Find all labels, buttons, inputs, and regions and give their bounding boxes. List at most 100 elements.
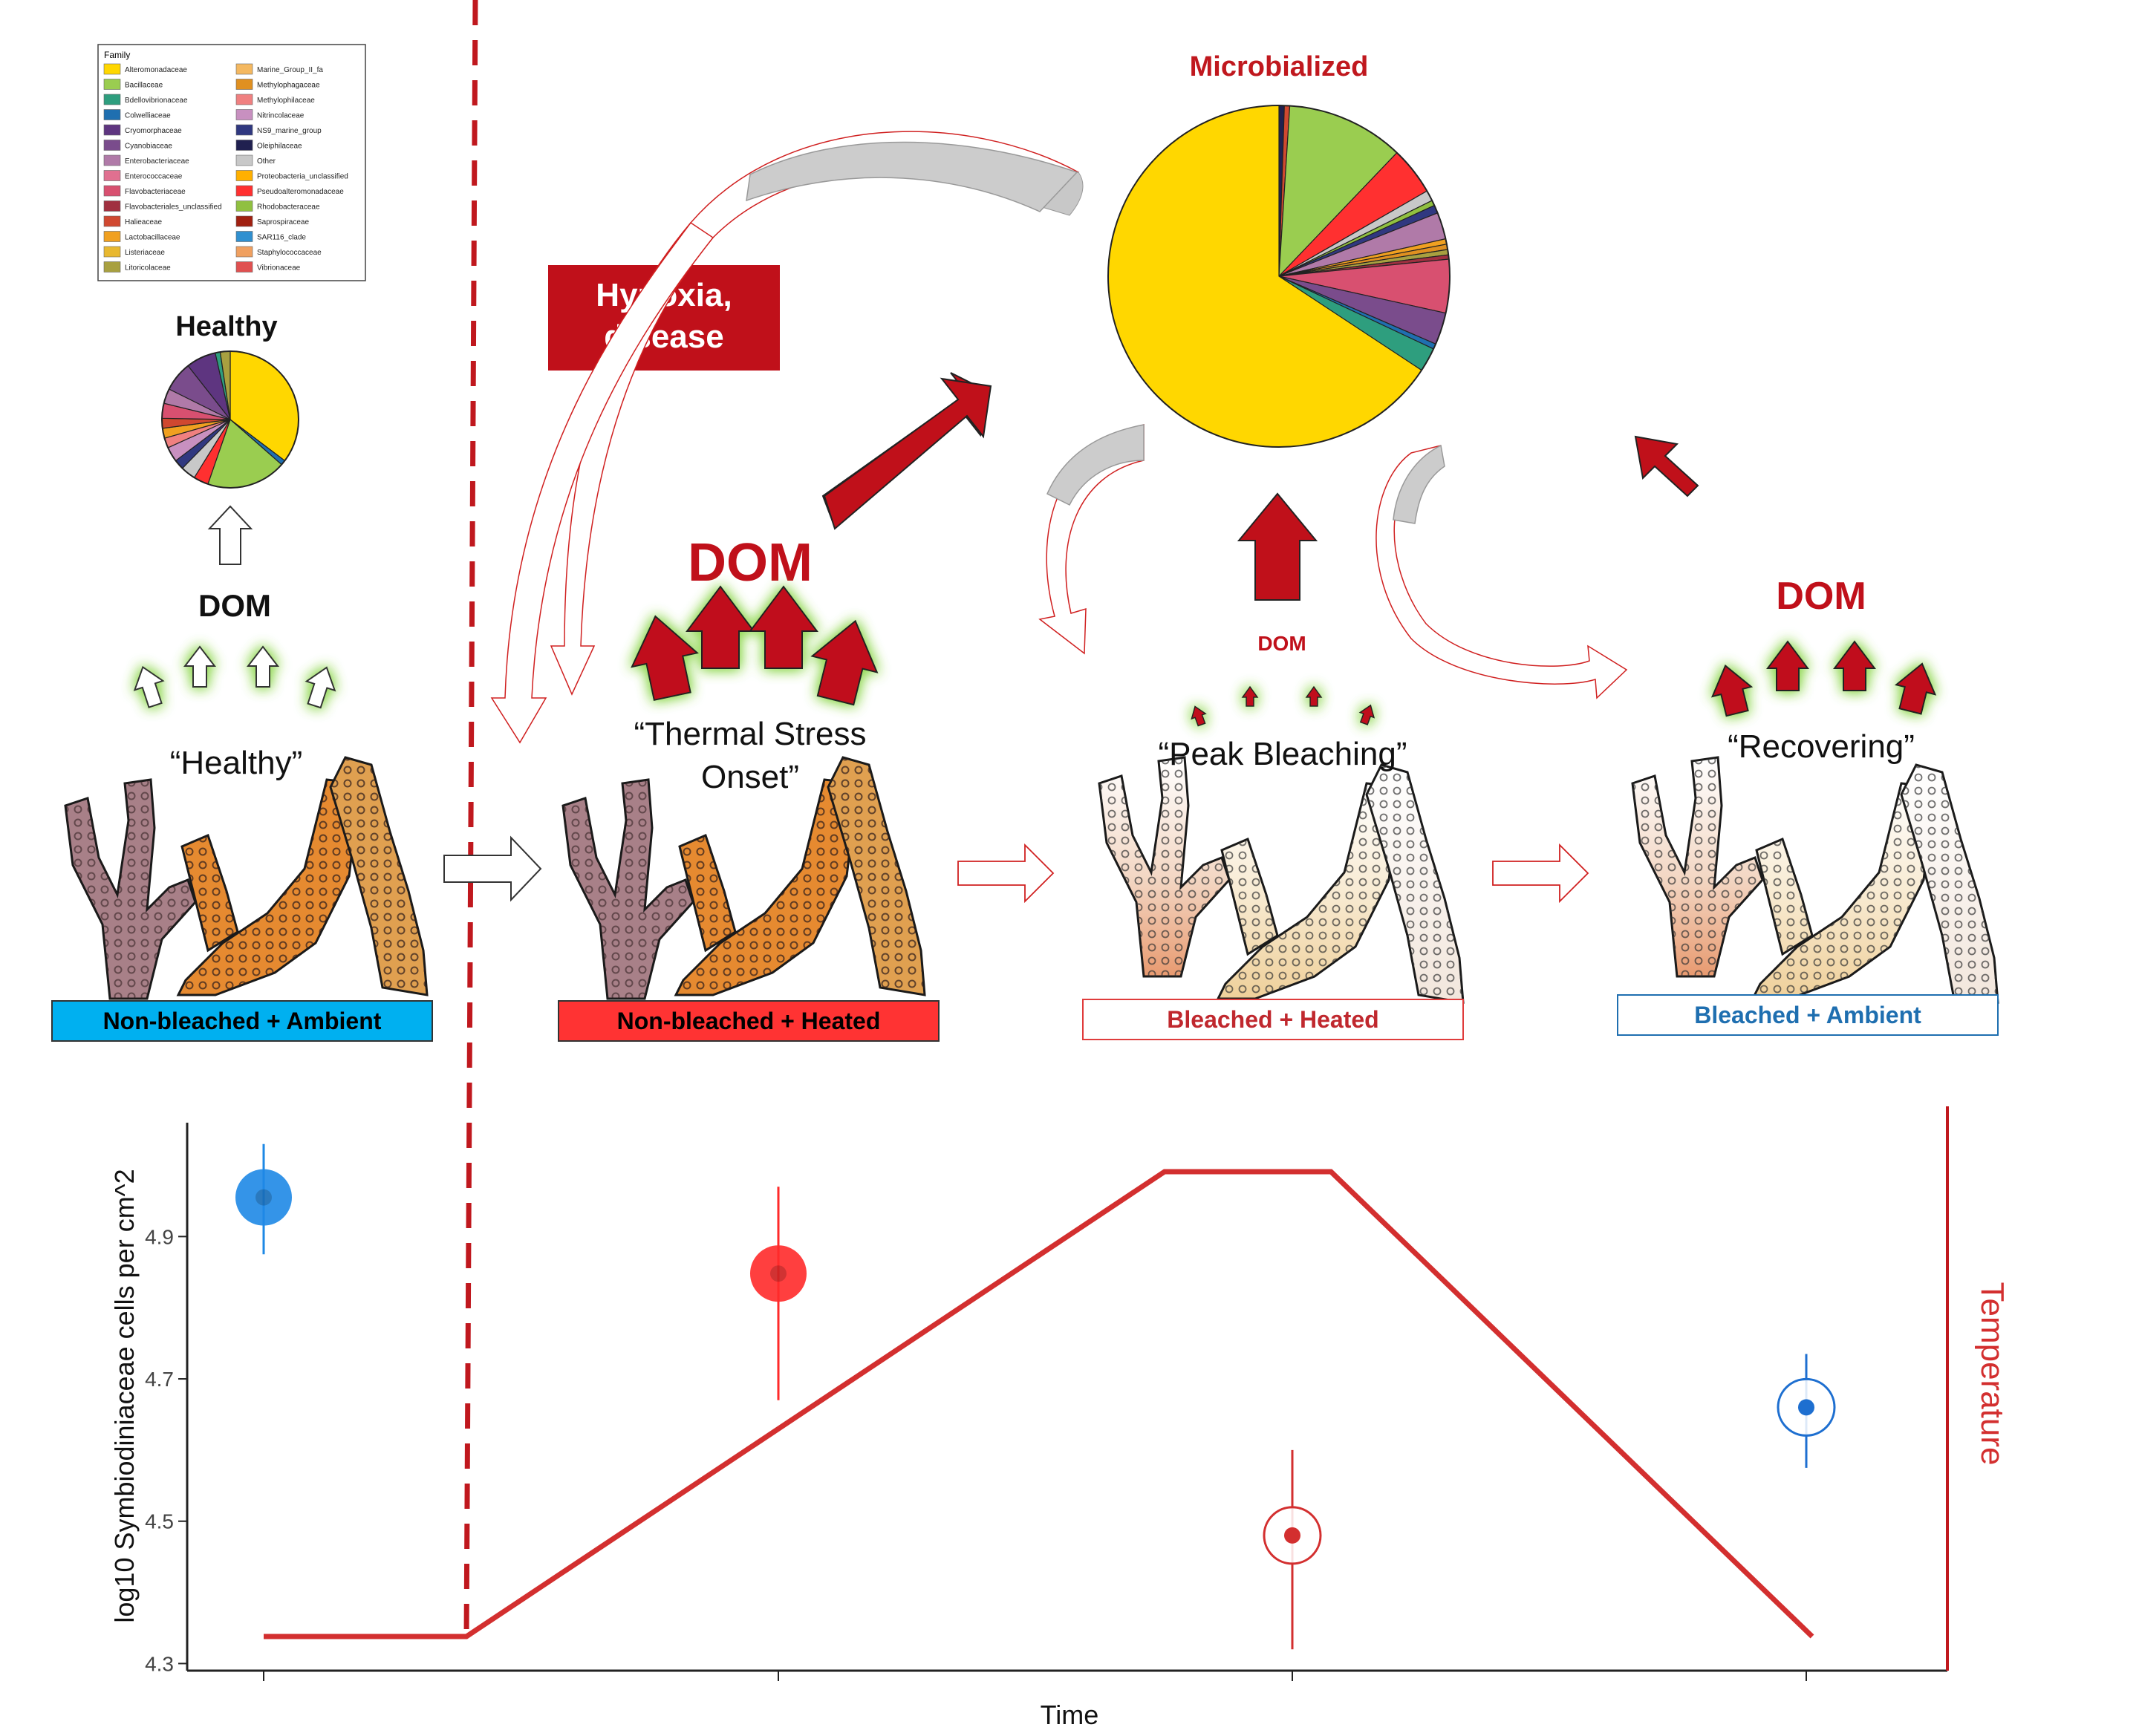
up-arrow-icon	[1710, 664, 1754, 717]
legend-frame	[97, 44, 366, 281]
stage-label: “Healthy”	[170, 745, 303, 781]
legend-swatch	[235, 231, 253, 242]
legend-item-label: Proteobacteria_unclassified	[257, 173, 348, 181]
stage-label: “Recovering”	[1728, 728, 1915, 765]
legend: Family Alteromonadaceae Bacillaceae Bdello…	[97, 44, 366, 281]
y-tick-label: 4.9	[145, 1225, 174, 1248]
up-arrow-icon	[1241, 685, 1259, 707]
point-halo	[750, 1245, 807, 1302]
legend-swatch	[103, 246, 121, 258]
legend-item-label: Staphylococcaceae	[257, 249, 322, 257]
legend-swatch	[103, 109, 121, 120]
up-arrow-icon	[1833, 640, 1876, 691]
stage-box	[1617, 994, 1999, 1036]
legend-swatch	[235, 140, 253, 151]
legend-swatch	[235, 246, 253, 258]
legend-item-label: SAR116_clade	[257, 234, 306, 242]
dom-arrows-recovering	[1710, 640, 1937, 717]
right-arrow-icon	[443, 835, 542, 902]
y-tick-label: 4.7	[145, 1368, 174, 1391]
stage-boxes: Non-bleached + Ambient Non-bleached + Hea…	[51, 994, 1999, 1042]
legend-item-label: Rhodobacteraceae	[257, 203, 320, 212]
stage-labels: “Healthy” “Thermal Stress Onset” “Peak Blea…	[170, 716, 1915, 795]
legend-swatch	[103, 261, 121, 273]
legend-item-label: Nitrincolaceae	[257, 112, 305, 120]
legend-item-label: Bdellovibrionaceae	[125, 97, 188, 105]
stage-label: “Peak Bleaching”	[1158, 736, 1407, 772]
legend-item-label: Vibrionaceae	[257, 264, 301, 273]
y-tick-label: 4.3	[145, 1652, 174, 1675]
legend-swatch	[235, 200, 253, 212]
point-halo	[235, 1169, 292, 1226]
up-arrow-icon	[183, 645, 217, 688]
legend-item-label: Enterococcaceae	[125, 173, 183, 181]
legend-swatch	[235, 185, 253, 197]
legend-swatch	[235, 109, 253, 120]
legend-item-label: Methylophagaceae	[257, 82, 320, 90]
stage-box-label: Non-bleached + Heated	[617, 1008, 881, 1034]
up-arrow-icon	[1191, 705, 1207, 727]
temperature-axis-label: Temperature	[1974, 1282, 2011, 1465]
up-arrow-icon	[1894, 662, 1937, 715]
up-arrow-icon	[246, 645, 280, 688]
legend-swatch	[235, 63, 253, 75]
dom-arrows-onset	[631, 585, 879, 706]
legend-items: Alteromonadaceae Bacillaceae Bdellovibrion…	[103, 63, 348, 273]
healthy-pie	[161, 350, 299, 489]
right-arrow-icon	[1492, 843, 1589, 904]
point-center	[255, 1189, 272, 1206]
legend-swatch	[103, 185, 121, 197]
curved-arrow-to-peak-tail	[1046, 424, 1145, 506]
stage-box	[1082, 999, 1464, 1040]
up-arrow-icon	[749, 585, 818, 669]
legend-item-label: Methylophilaceae	[257, 97, 315, 105]
dom-label-peak: DOM	[1257, 632, 1306, 655]
coral-group-peak	[1098, 756, 1465, 1004]
point-center	[770, 1265, 787, 1282]
y-axis-label: log10 Symbiodiniaceae cells per cm^2	[109, 1169, 140, 1622]
y-ticks: 4.3 4.5 4.7 4.9	[145, 1225, 187, 1675]
stage-box-label: Non-bleached + Ambient	[103, 1008, 382, 1034]
coral-icon	[64, 778, 197, 1000]
legend-item-label: Lactobacillaceae	[125, 234, 180, 242]
legend-swatch	[103, 154, 121, 166]
legend-item-label: Other	[257, 157, 276, 166]
legend-swatch	[103, 200, 121, 212]
legend-item-label: Oleiphilaceae	[257, 143, 302, 151]
symbiont-density-chart: 4.3 4.5 4.7 4.9 log10 Symbiodiniaceae cells…	[109, 1106, 2011, 1730]
legend-swatch	[103, 94, 121, 105]
legend-item-label: Halieaceae	[125, 218, 162, 226]
up-arrow-icon	[133, 665, 165, 708]
legend-swatch	[103, 124, 121, 136]
right-arrow-icon	[957, 843, 1055, 904]
x-axis-label: Time	[1041, 1700, 1099, 1730]
legend-swatch	[103, 215, 121, 227]
healthy-pie-title: Healthy	[175, 311, 277, 342]
legend-item-label: Alteromonadaceae	[125, 66, 187, 74]
legend-swatch	[235, 215, 253, 227]
dom-label-recovering: DOM	[1776, 575, 1866, 618]
legend-item-label: Flavobacteriales_unclassified	[125, 203, 222, 212]
up-arrow-icon	[1237, 492, 1318, 601]
dom-label-onset: DOM	[688, 533, 813, 593]
coral-group-recovering	[1631, 756, 1999, 1004]
stage-box-label: Bleached + Heated	[1167, 1006, 1378, 1033]
legend-item-label: NS9_marine_group	[257, 127, 322, 135]
arrow-to-microbialized-icon	[823, 377, 992, 530]
stage-label: “Thermal Stress Onset”	[634, 716, 867, 795]
legend-item-label: Listeriaceae	[125, 249, 165, 257]
data-point	[750, 1187, 807, 1400]
legend-swatch	[235, 124, 253, 136]
legend-item-label: Marine_Group_II_fa	[257, 66, 323, 74]
legend-item-label: Pseudoalteromonadaceae	[257, 188, 344, 196]
legend-swatch	[103, 63, 121, 75]
y-tick-label: 4.5	[145, 1510, 174, 1533]
dom-label-healthy: DOM	[198, 588, 271, 623]
legend-swatch	[103, 231, 121, 242]
up-arrow-icon	[305, 666, 336, 709]
point-center	[1284, 1527, 1300, 1544]
up-arrow-icon	[207, 505, 253, 565]
up-arrow-icon	[1766, 640, 1809, 691]
up-arrow-icon	[1358, 704, 1375, 725]
pie-outline	[161, 350, 299, 489]
